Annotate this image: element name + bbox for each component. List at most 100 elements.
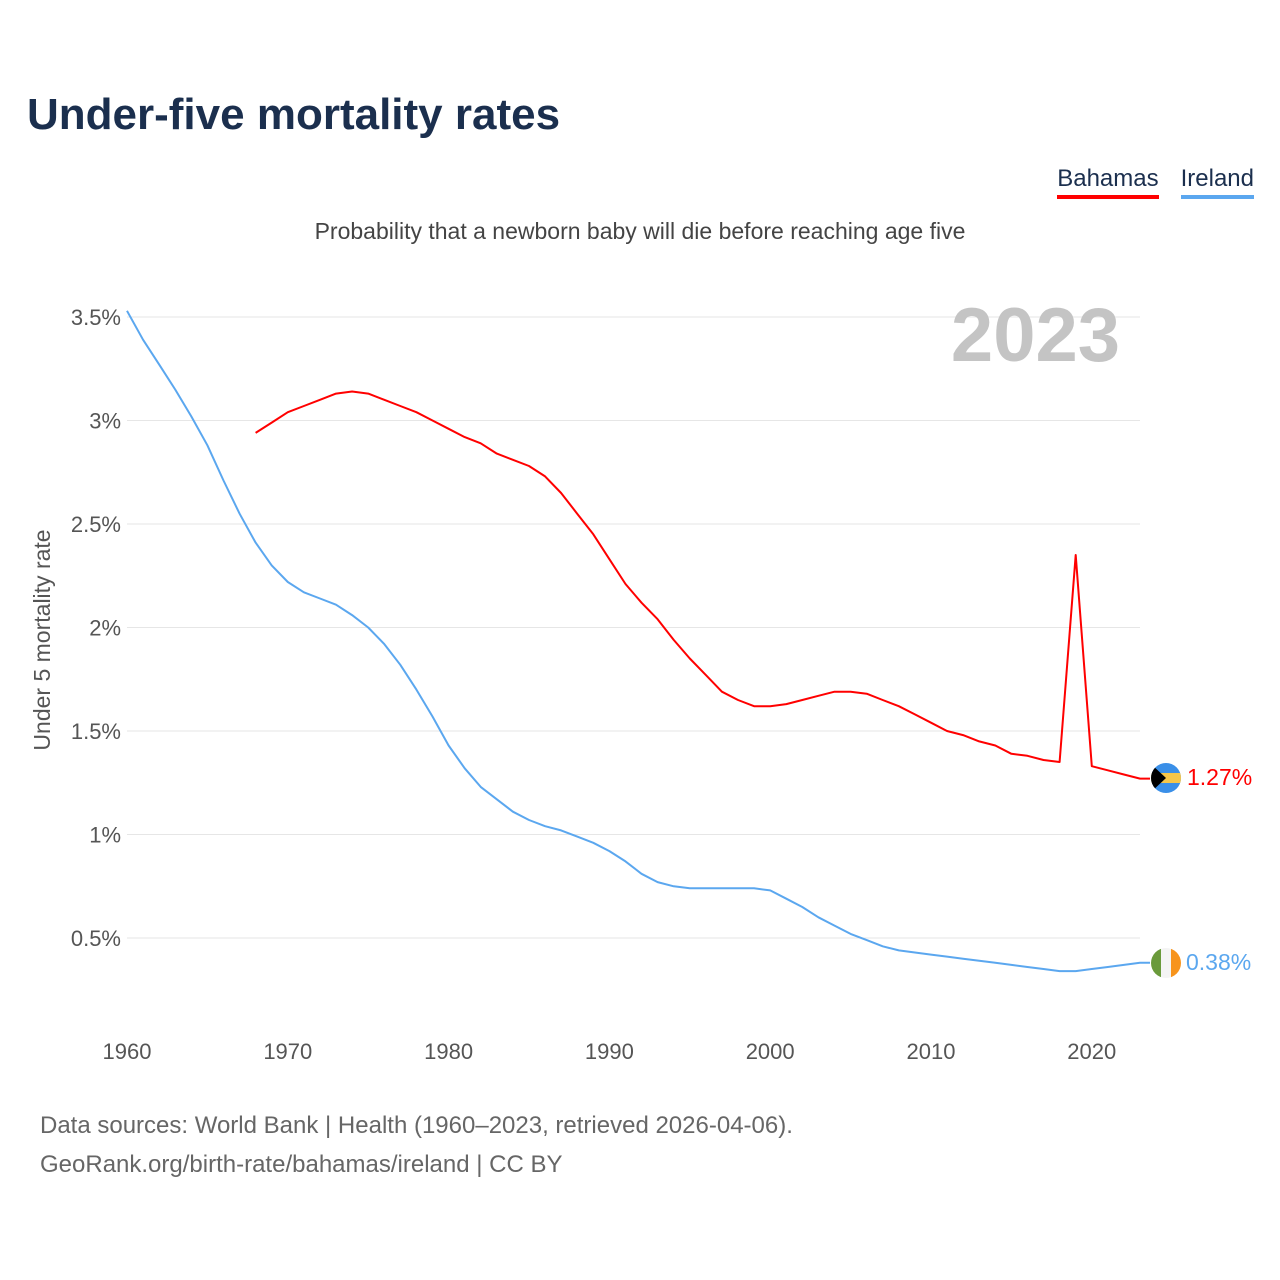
data-point-bahamas: [913, 712, 917, 716]
data-point-bahamas: [1138, 777, 1142, 781]
data-point-ireland: [849, 932, 853, 936]
data-point-bahamas: [334, 392, 338, 396]
data-point-ireland: [800, 905, 804, 909]
ireland-end-label: 0.38%: [1186, 949, 1251, 975]
data-point-ireland: [559, 828, 563, 832]
data-point-ireland: [270, 563, 274, 567]
series-line-ireland: [126, 310, 1150, 973]
data-point-ireland: [334, 603, 338, 607]
data-point-ireland: [238, 512, 242, 516]
data-point-ireland: [398, 663, 402, 667]
series-line-bahamas: [255, 390, 1150, 780]
data-point-ireland: [1042, 967, 1046, 971]
footer: Data sources: World Bank | Health (1960–…: [40, 1106, 793, 1184]
data-point-bahamas: [961, 733, 965, 737]
data-point-bahamas: [254, 431, 258, 435]
y-tick-label: 2.5%: [71, 512, 121, 537]
data-point-ireland: [1106, 965, 1110, 969]
data-point-ireland: [945, 955, 949, 959]
y-tick-label: 1.5%: [71, 719, 121, 744]
data-point-ireland: [447, 743, 451, 747]
data-point-ireland: [479, 785, 483, 789]
data-source-text: Data sources: World Bank | Health (1960–…: [40, 1112, 793, 1139]
x-tick-label: 2010: [906, 1039, 955, 1064]
data-point-bahamas: [1106, 768, 1110, 772]
data-point-ireland: [881, 944, 885, 948]
data-point-ireland: [816, 915, 820, 919]
data-point-bahamas: [800, 698, 804, 702]
data-point-bahamas: [414, 410, 418, 414]
data-point-ireland: [784, 897, 788, 901]
data-point-ireland: [431, 715, 435, 719]
data-point-ireland: [977, 959, 981, 963]
data-point-bahamas: [849, 690, 853, 694]
data-point-bahamas: [543, 474, 547, 478]
bahamas-flag-icon: [1151, 763, 1181, 793]
data-point-bahamas: [447, 427, 451, 431]
data-point-bahamas: [511, 458, 515, 462]
data-point-bahamas: [945, 729, 949, 733]
data-point-ireland: [141, 338, 145, 342]
data-point-bahamas: [897, 704, 901, 708]
data-point-bahamas: [495, 452, 499, 456]
data-point-bahamas: [591, 532, 595, 536]
data-point-bahamas: [752, 704, 756, 708]
data-point-bahamas: [656, 617, 660, 621]
data-point-ireland: [993, 961, 997, 965]
y-tick-label: 3%: [89, 409, 121, 434]
data-point-bahamas: [993, 743, 997, 747]
data-point-ireland: [350, 613, 354, 617]
data-point-bahamas: [1074, 553, 1078, 557]
data-point-ireland: [414, 688, 418, 692]
source-link[interactable]: GeoRank.org/birth-rate/bahamas/ireland |…: [40, 1151, 563, 1178]
y-tick-label: 3.5%: [71, 305, 121, 330]
chart-subtitle: Probability that a newborn baby will die…: [314, 218, 966, 244]
x-tick-label: 1970: [263, 1039, 312, 1064]
legend-item-bahamas[interactable]: Bahamas: [1057, 165, 1159, 199]
y-axis-label: Under 5 mortality rate: [29, 529, 55, 750]
legend-item-ireland[interactable]: Ireland: [1180, 165, 1254, 199]
data-point-bahamas: [672, 638, 676, 642]
chart-title: Under-five mortality rates: [27, 90, 561, 139]
data-point-bahamas: [623, 582, 627, 586]
x-tick-label: 2000: [746, 1039, 795, 1064]
data-point-bahamas: [1009, 752, 1013, 756]
data-point-ireland: [913, 950, 917, 954]
data-point-bahamas: [302, 404, 306, 408]
data-point-bahamas: [832, 690, 836, 694]
data-point-bahamas: [768, 704, 772, 708]
data-point-ireland: [736, 886, 740, 890]
data-point-ireland: [318, 597, 322, 601]
data-point-bahamas: [398, 404, 402, 408]
data-point-ireland: [640, 872, 644, 876]
data-point-bahamas: [431, 419, 435, 423]
data-point-bahamas: [527, 464, 531, 468]
data-point-bahamas: [1042, 758, 1046, 762]
data-point-ireland: [929, 953, 933, 957]
data-point-ireland: [221, 479, 225, 483]
data-point-bahamas: [640, 601, 644, 605]
data-point-ireland: [189, 414, 193, 418]
data-point-bahamas: [575, 512, 579, 516]
data-point-ireland: [1025, 965, 1029, 969]
data-point-ireland: [768, 888, 772, 892]
data-point-ireland: [1090, 967, 1094, 971]
data-point-bahamas: [816, 694, 820, 698]
data-point-ireland: [1074, 969, 1078, 973]
data-point-ireland: [125, 309, 129, 313]
data-point-ireland: [173, 387, 177, 391]
legend: Bahamas Ireland: [1057, 165, 1254, 199]
data-point-bahamas: [286, 410, 290, 414]
data-point-ireland: [832, 924, 836, 928]
data-point-ireland: [688, 886, 692, 890]
data-point-bahamas: [688, 657, 692, 661]
x-tick-label: 1960: [103, 1039, 152, 1064]
data-point-ireland: [463, 766, 467, 770]
data-point-ireland: [527, 818, 531, 822]
data-point-bahamas: [463, 435, 467, 439]
data-point-ireland: [366, 626, 370, 630]
data-point-ireland: [382, 642, 386, 646]
data-point-bahamas: [929, 721, 933, 725]
data-point-bahamas: [270, 421, 274, 425]
